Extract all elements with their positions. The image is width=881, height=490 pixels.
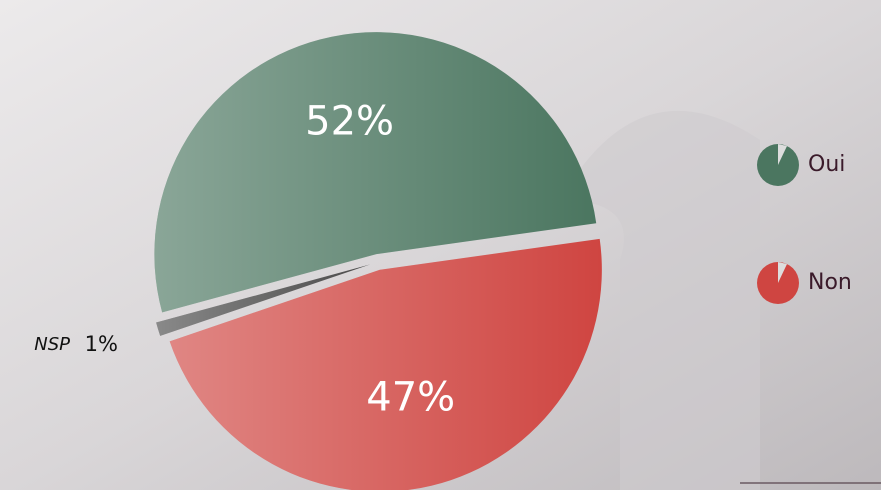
background-arch — [560, 110, 760, 490]
legend-label: Oui — [808, 152, 845, 177]
value-label: 1% — [85, 332, 118, 356]
legend-icon-cut — [778, 262, 787, 283]
legend-label: Non — [808, 270, 852, 295]
value-label: 47% — [366, 374, 455, 420]
slice-name: NSP — [34, 334, 70, 355]
value-label: 52% — [305, 99, 394, 145]
legend-icon-cut — [778, 144, 787, 165]
slice-shine — [154, 32, 597, 313]
slice-shine — [169, 238, 602, 490]
slice-shine — [156, 264, 371, 336]
